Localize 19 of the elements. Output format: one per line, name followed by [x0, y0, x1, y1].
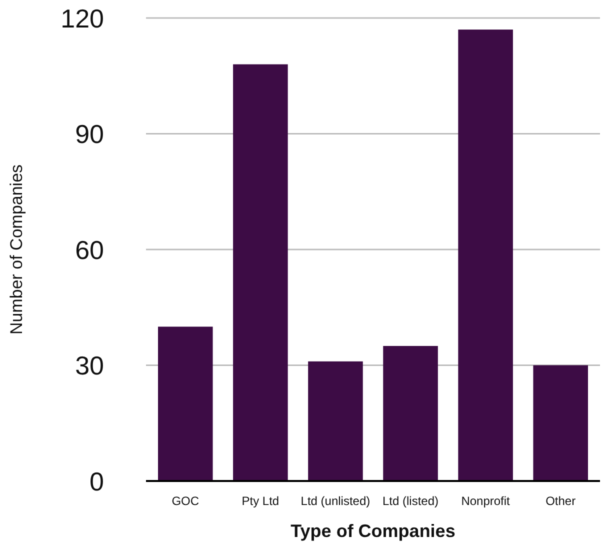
bar: [458, 30, 513, 481]
x-tick-label: Ltd (listed): [382, 494, 439, 508]
y-tick-label: 30: [75, 350, 104, 381]
bar: [383, 346, 438, 481]
x-tick-label: Ltd (unlisted): [300, 494, 370, 508]
x-tick-label: Nonprofit: [461, 494, 511, 508]
x-axis-title: Type of Companies: [290, 521, 456, 541]
bar: [533, 365, 588, 481]
y-axis-title: Number of Companies: [7, 164, 26, 335]
x-tick-label: Pty Ltd: [242, 494, 280, 508]
y-tick-label: 0: [90, 466, 104, 496]
y-tick-label: 60: [75, 234, 104, 265]
y-tick-label: 120: [60, 3, 104, 34]
x-tick-label: GOC: [172, 494, 200, 508]
bar: [158, 326, 213, 481]
bar: [308, 361, 363, 481]
x-tick-label: Other: [546, 494, 576, 508]
y-tick-label: 90: [75, 119, 104, 150]
bar: [233, 64, 288, 481]
